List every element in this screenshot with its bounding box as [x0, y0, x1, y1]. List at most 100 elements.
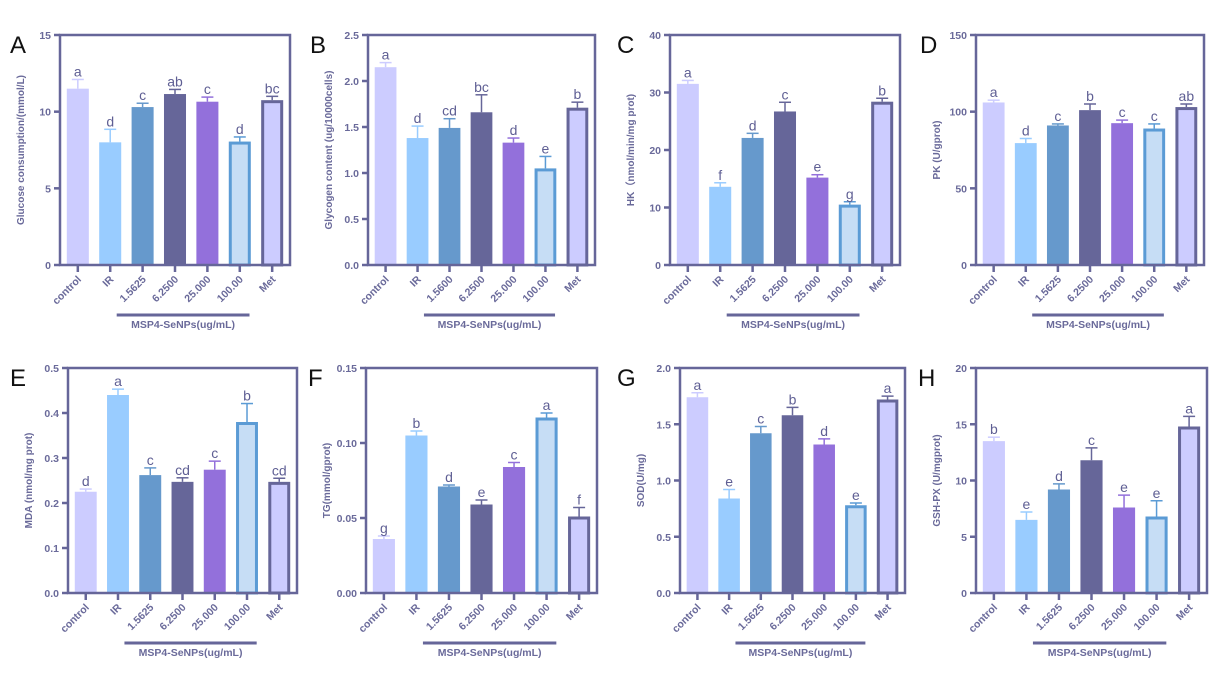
y-tick-label: 10 — [955, 476, 967, 488]
significance-letter: bc — [474, 79, 489, 95]
x-tick-label: 1.5600 — [424, 274, 455, 305]
x-tick-label: control — [670, 602, 704, 636]
y-tick-label: 0.5 — [344, 214, 359, 226]
significance-letter: e — [478, 484, 486, 500]
x-tick-label: 1.5625 — [424, 602, 455, 633]
bar-25.000 — [1112, 507, 1136, 593]
bar-100.00 — [1143, 128, 1166, 267]
significance-letter: c — [1054, 108, 1061, 124]
x-tick-label: 25.000 — [1099, 602, 1130, 633]
panel-F: Fg control b IR d 1.5625 e 6.2500 c 25.000 a 100.00… — [308, 363, 599, 659]
bar-control — [982, 102, 1005, 265]
x-tick-label: 100.00 — [222, 602, 253, 633]
bar-6.2500 — [1079, 110, 1101, 265]
bar-100.00 — [535, 417, 558, 595]
y-axis-label: GSH-PX (U/mgprot) — [932, 434, 943, 526]
y-tick-label: 0.5 — [44, 363, 59, 375]
x-tick-label: 100.00 — [520, 274, 551, 305]
significance-letter: g — [380, 520, 388, 536]
x-tick-label: 6.2500 — [157, 602, 188, 633]
y-tick-label: 0 — [655, 260, 661, 272]
y-tick-label: 20 — [649, 145, 661, 157]
bar-100.00 — [838, 204, 861, 267]
bar-IR — [406, 138, 429, 265]
panel-E: Ed control a IR c 1.5625 cd 6.2500 c 25.000 b 100.0… — [10, 363, 299, 659]
x-tick-label: 25.000 — [799, 602, 830, 633]
y-tick-label: 0.0 — [344, 260, 359, 272]
bar-1.5625 — [139, 475, 162, 593]
significance-letter: cd — [272, 462, 287, 478]
significance-letter: d — [82, 473, 90, 489]
significance-letter: b — [789, 391, 797, 407]
significance-letter: c — [1119, 104, 1126, 120]
x-tick-label: 6.2500 — [456, 274, 487, 305]
bar-control — [686, 397, 709, 593]
x-tick-label: control — [966, 602, 1000, 636]
significance-letter: d — [1055, 468, 1063, 484]
x-tick-label: 1.5625 — [728, 274, 759, 305]
significance-letter: c — [147, 452, 154, 468]
panel-letter: C — [617, 32, 634, 59]
y-tick-label: 0 — [961, 588, 967, 600]
x-tick-label: 1.5625 — [118, 274, 149, 305]
y-tick-label: 0.0 — [44, 588, 59, 600]
bar-100.00 — [228, 141, 251, 267]
significance-letter: e — [1023, 496, 1031, 512]
y-axis-label: TG(mmol/gprot) — [322, 443, 333, 519]
y-tick-label: 0.2 — [44, 498, 59, 510]
x-tick-label: IR — [1017, 601, 1033, 617]
significance-letter: d — [749, 117, 757, 133]
significance-letter: a — [990, 84, 998, 100]
bar-control — [372, 539, 395, 593]
plot-frame — [364, 366, 599, 595]
x-tick-label: 25.000 — [488, 274, 519, 305]
y-tick-label: 0.10 — [337, 438, 358, 450]
significance-letter: c — [782, 86, 789, 102]
y-tick-label: 15 — [955, 419, 967, 431]
x-tick-label: 6.2500 — [760, 274, 791, 305]
bar-1.5600 — [438, 127, 461, 265]
y-tick-label: 0.15 — [337, 363, 358, 375]
y-tick-label: 0 — [45, 260, 51, 272]
bar-Met — [268, 481, 291, 595]
significance-letter: ab — [1179, 88, 1195, 104]
bar-6.2500 — [781, 415, 804, 593]
y-tick-label: 15 — [39, 30, 51, 42]
plot-frame — [58, 33, 292, 267]
group-label: MSP4-SeNPs(ug/mL) — [139, 647, 243, 659]
significance-letter: a — [543, 397, 551, 413]
bar-1.5625 — [750, 433, 772, 593]
x-tick-label: 6.2500 — [1065, 274, 1096, 305]
y-tick-label: 1.0 — [344, 168, 359, 180]
significance-letter: d — [106, 113, 114, 129]
panel-letter: H — [918, 365, 935, 392]
x-tick-label: Met — [562, 273, 584, 295]
significance-letter: d — [414, 110, 422, 126]
bar-IR — [99, 142, 122, 265]
significance-letter: a — [74, 63, 82, 79]
x-tick-label: IR — [719, 601, 735, 617]
bar-Met — [1175, 107, 1198, 267]
significance-letter: b — [878, 82, 886, 98]
bar-1.5625 — [131, 107, 154, 265]
group-label: MSP4-SeNPs(ug/mL) — [1048, 647, 1152, 659]
significance-letter: d — [820, 423, 828, 439]
significance-letter: d — [236, 121, 244, 137]
significance-letter: f — [718, 167, 722, 183]
panel-letter: G — [617, 365, 636, 392]
significance-letter: e — [852, 487, 860, 503]
significance-letter: a — [684, 64, 692, 80]
x-tick-label: 6.2500 — [456, 602, 487, 633]
y-tick-label: 0.3 — [44, 453, 59, 465]
y-axis-label: HK（nmol/min/mg prot) — [624, 94, 637, 206]
bar-25.000 — [196, 101, 219, 265]
panel-letter: B — [310, 32, 326, 59]
plot-frame — [66, 366, 299, 595]
y-tick-label: 40 — [649, 30, 661, 42]
x-tick-label: 25.000 — [489, 602, 520, 633]
bar-100.00 — [534, 168, 557, 267]
y-axis-label: MDA (nmol/mg prot) — [24, 433, 35, 529]
bar-100.00 — [236, 422, 258, 595]
x-tick-label: 25.000 — [792, 274, 823, 305]
